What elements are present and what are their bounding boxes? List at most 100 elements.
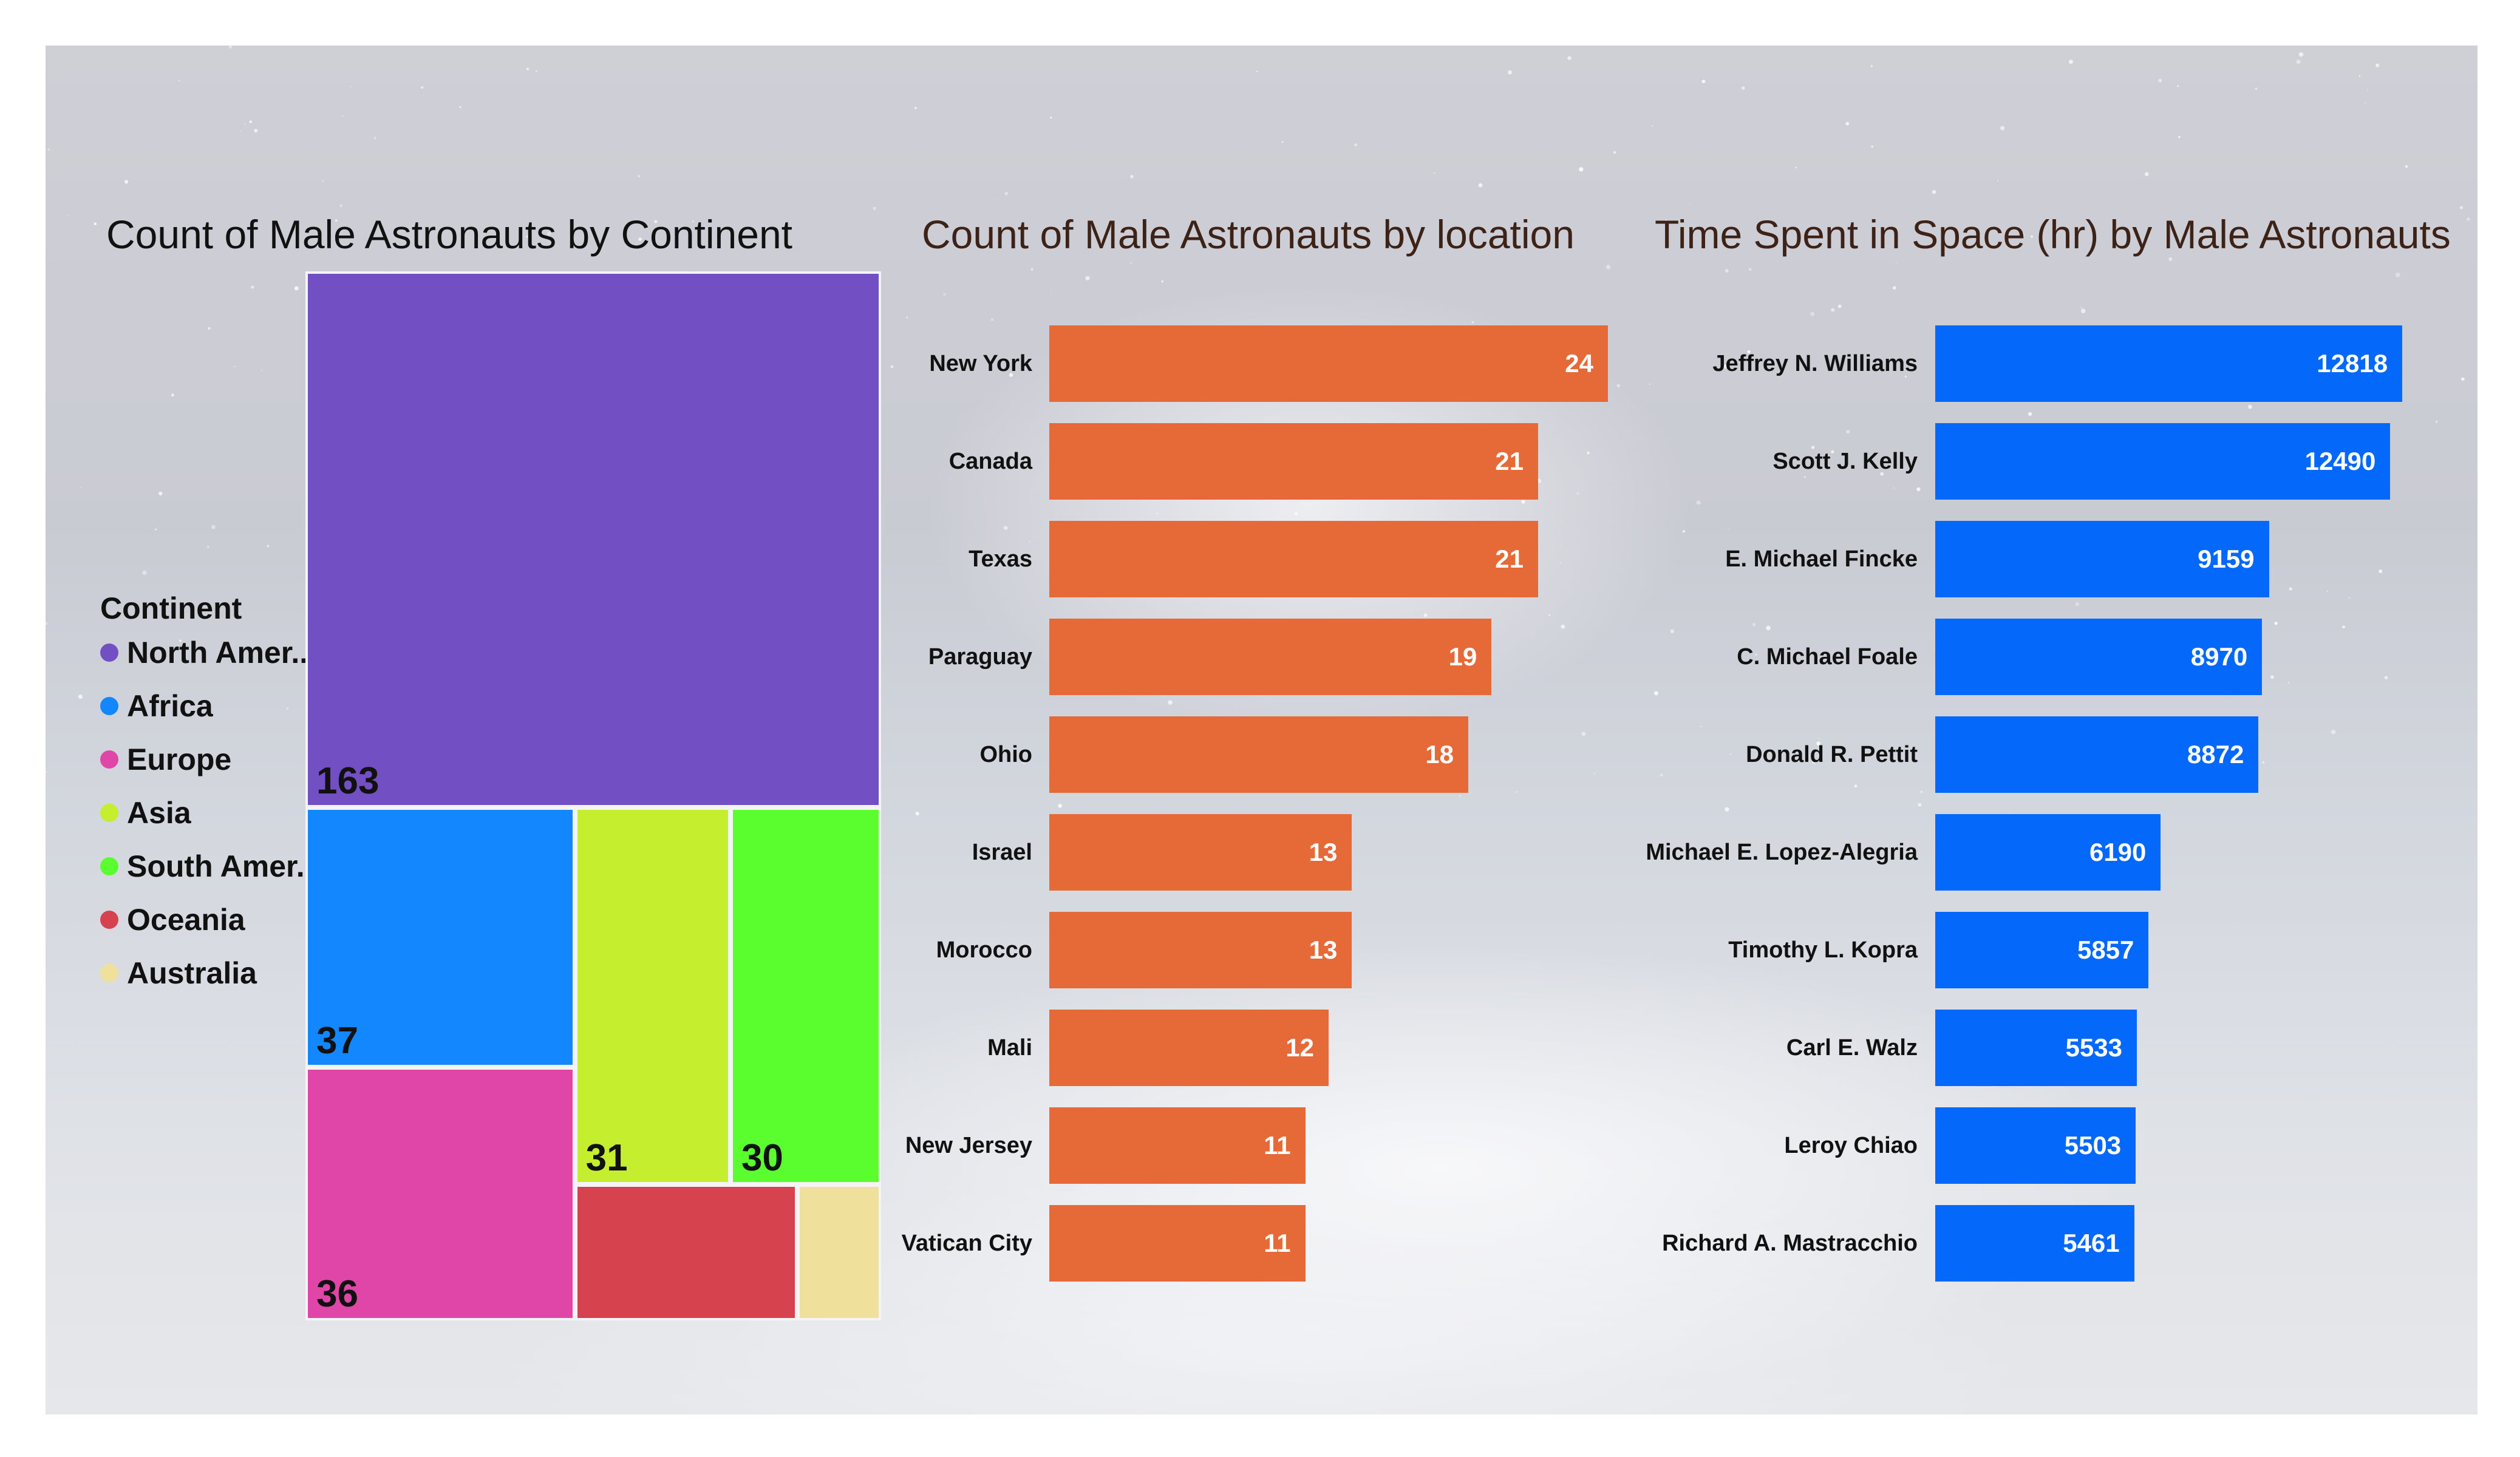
bar-value-label: 13 (1309, 936, 1338, 964)
star-dot (1579, 167, 1584, 172)
star-dot (1247, 141, 1249, 143)
bar-jeffrey-n-williams[interactable]: 12818 (1935, 325, 2403, 402)
category-label-leroy-chiao: Leroy Chiao (1784, 1133, 1918, 1158)
category-label-richard-a-mastracchio: Richard A. Mastracchio (1662, 1231, 1918, 1256)
star-dot (2461, 377, 2465, 381)
star-dot (692, 220, 694, 222)
star-dot (1029, 540, 1030, 542)
legend-label: Asia (127, 796, 191, 830)
treemap-tile-australia[interactable] (797, 1184, 881, 1320)
time-chart-title: Time Spent in Space (hr) by Male Astrona… (1655, 212, 2451, 257)
treemap-tile-africa[interactable]: 37 (305, 807, 575, 1068)
star-dot (244, 123, 245, 125)
bar-value-label: 21 (1495, 447, 1524, 475)
star-dot (158, 491, 163, 496)
category-label-e-michael-fincke: E. Michael Fincke (1725, 546, 1918, 572)
star-dot (1845, 121, 1850, 126)
star-dot (1755, 653, 1757, 656)
legend-item-north-amer[interactable]: North Amer... (100, 634, 316, 671)
bar-morocco[interactable]: 13 (1049, 912, 1352, 988)
star-dot (2255, 87, 2258, 90)
legend-item-australia[interactable]: Australia (100, 955, 257, 991)
treemap-tile-europe[interactable]: 36 (305, 1067, 575, 1320)
bar-c-michael-foale[interactable]: 8970 (1935, 619, 2263, 695)
star-dot (1932, 190, 1936, 194)
bar-value-label: 24 (1565, 349, 1593, 378)
legend-item-europe[interactable]: Europe (100, 741, 231, 778)
bar-texas[interactable]: 21 (1049, 521, 1538, 597)
legend-swatch (100, 964, 118, 982)
star-dot (1567, 56, 1572, 60)
star-dot (638, 175, 641, 177)
star-dot (2436, 421, 2438, 423)
star-dot (2248, 404, 2252, 409)
treemap-tile-south-america[interactable]: 30 (730, 807, 881, 1184)
bar-paraguay[interactable]: 19 (1049, 619, 1492, 695)
treemap-tile-oceania[interactable] (574, 1184, 798, 1320)
star-dot (991, 318, 993, 321)
bar-e-michael-fincke[interactable]: 9159 (1935, 521, 2269, 597)
star-dot (1729, 753, 1732, 755)
bar-canada[interactable]: 21 (1049, 423, 1538, 500)
star-dot (1660, 773, 1663, 776)
star-dot (2000, 126, 2005, 131)
star-dot (1916, 487, 1921, 492)
star-dot (1725, 807, 1729, 812)
star-dot (459, 106, 461, 109)
bar-value-label: 21 (1495, 545, 1524, 573)
bar-timothy-l-kopra[interactable]: 5857 (1935, 912, 2149, 988)
category-label-canada: Canada (948, 449, 1032, 474)
star-dot (171, 393, 174, 397)
bar-value-label: 19 (1448, 642, 1477, 671)
star-dot (261, 370, 262, 372)
bar-mali[interactable]: 12 (1049, 1010, 1329, 1086)
star-dot (1521, 500, 1525, 504)
bar-new-jersey[interactable]: 11 (1049, 1107, 1306, 1184)
treemap-tile-asia[interactable]: 31 (574, 807, 730, 1184)
category-label-new-york: New York (929, 351, 1032, 376)
bar-leroy-chiao[interactable]: 5503 (1935, 1107, 2136, 1184)
bar-richard-a-mastracchio[interactable]: 5461 (1935, 1205, 2134, 1282)
star-dot (547, 231, 551, 236)
star-dot (906, 316, 908, 319)
star-dot (1561, 624, 1565, 629)
treemap-value-label: 36 (316, 1272, 358, 1315)
star-dot (1004, 192, 1008, 195)
star-dot (1831, 450, 1834, 453)
bar-ohio[interactable]: 18 (1049, 716, 1468, 793)
star-dot (1009, 373, 1013, 377)
legend-item-oceania[interactable]: Oceania (100, 902, 245, 938)
star-dot (1030, 268, 1034, 271)
star-dot (1516, 791, 1518, 793)
legend-item-south-amer[interactable]: South Amer... (100, 848, 321, 885)
star-dot (2288, 682, 2290, 684)
star-dot (1893, 286, 1896, 290)
bar-new-york[interactable]: 24 (1049, 325, 1608, 402)
legend-label: Africa (127, 689, 213, 723)
category-label-paraguay: Paraguay (928, 644, 1032, 670)
bar-value-label: 5533 (2065, 1033, 2122, 1062)
star-dot (1904, 376, 1907, 378)
bar-vatican-city[interactable]: 11 (1049, 1205, 1306, 1282)
star-dot (2080, 308, 2086, 314)
star-dot (94, 222, 97, 225)
star-dot (1508, 70, 1512, 75)
star-dot (254, 129, 258, 133)
star-dot (67, 215, 68, 217)
bar-carl-e-walz[interactable]: 5533 (1935, 1010, 2137, 1086)
bar-israel[interactable]: 13 (1049, 814, 1352, 891)
legend-item-asia[interactable]: Asia (100, 795, 191, 831)
bar-scott-j-kelly[interactable]: 12490 (1935, 423, 2391, 500)
bar-michael-e-lopez-alegria[interactable]: 6190 (1935, 814, 2161, 891)
star-dot (1581, 732, 1586, 736)
bar-value-label: 5461 (2063, 1229, 2120, 1257)
treemap-tile-north-america[interactable]: 163 (305, 271, 881, 807)
bar-donald-r-pettit[interactable]: 8872 (1935, 716, 2259, 793)
legend-label: North Amer... (127, 636, 317, 670)
star-dot (1613, 151, 1616, 154)
star-dot (1700, 725, 1702, 727)
star-dot (1752, 623, 1756, 627)
legend-swatch (100, 857, 118, 875)
legend-item-africa[interactable]: Africa (100, 688, 213, 724)
star-dot (1689, 203, 1691, 205)
